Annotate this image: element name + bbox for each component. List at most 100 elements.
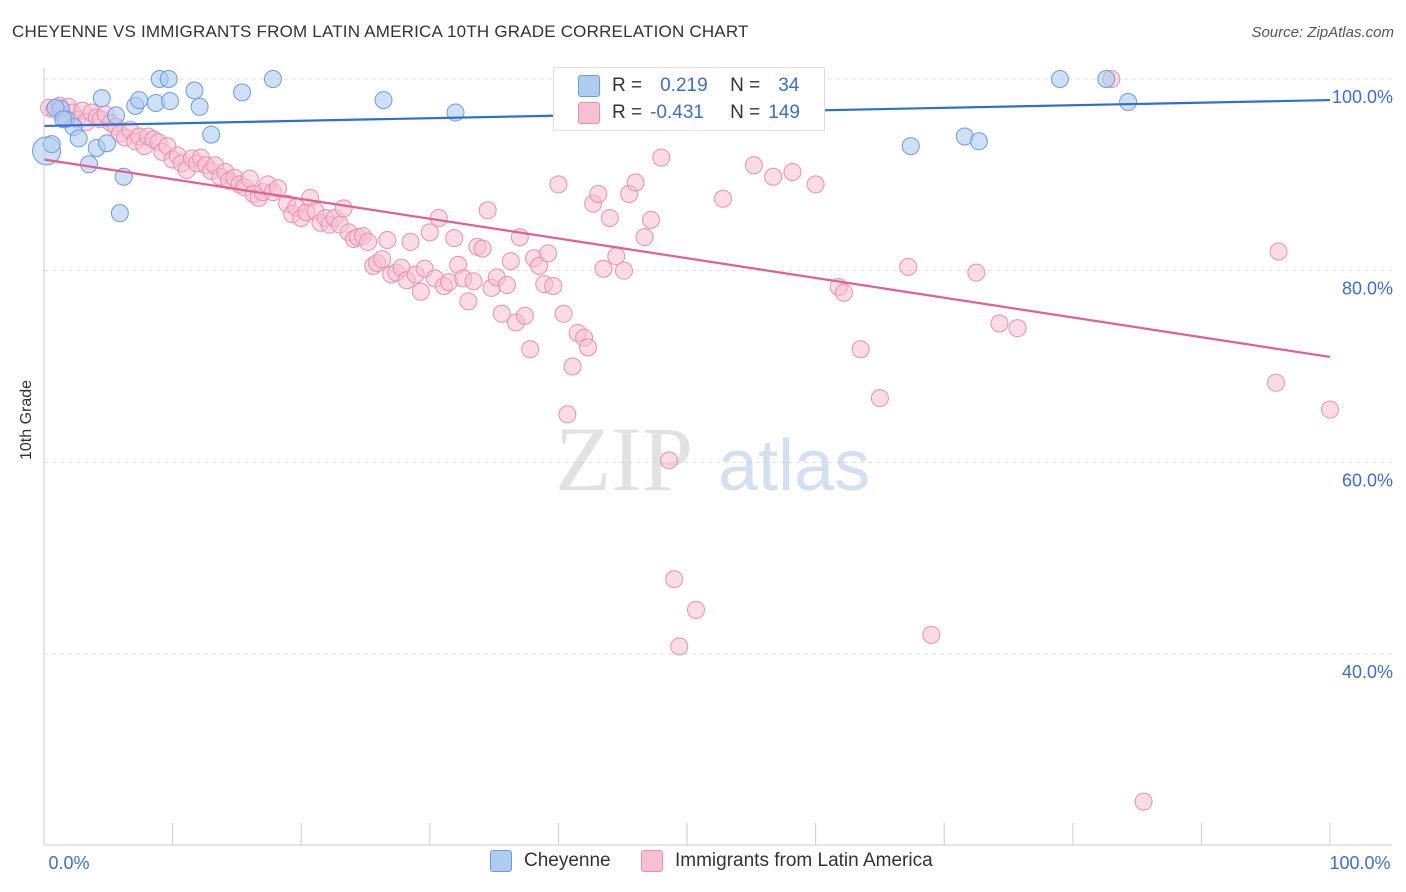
data-point-immigrants: [269, 179, 288, 198]
data-point-cheyenne: [969, 132, 988, 151]
cheyenne-legend-label: Cheyenne: [524, 850, 611, 871]
data-point-cheyenne: [190, 97, 209, 116]
data-point-cheyenne: [374, 91, 393, 110]
data-point-cheyenne: [80, 155, 99, 174]
data-point-immigrants: [744, 156, 763, 175]
data-point-immigrants: [764, 167, 783, 186]
data-point-immigrants: [521, 340, 540, 359]
data-point-immigrants: [851, 340, 870, 359]
data-point-immigrants: [600, 208, 619, 227]
blue-points: [32, 70, 1138, 223]
immigrants-legend-swatch: [641, 850, 663, 872]
data-point-cheyenne: [42, 135, 61, 154]
legend-n-value: 34: [778, 75, 800, 96]
y-axis-label: 10th Grade: [18, 379, 35, 460]
data-point-immigrants: [459, 292, 478, 311]
data-point-cheyenne: [202, 125, 221, 144]
bottom-legend-immigrants: Immigrants from Latin America: [641, 850, 933, 872]
y-tick-label: 60.0%: [1342, 470, 1393, 490]
correlation-legend: R = 0.219 N = 34 R = -0.431 N = 149: [553, 67, 825, 131]
data-point-immigrants: [334, 199, 353, 218]
data-point-immigrants: [665, 570, 684, 589]
legend-r-value: -0.431: [650, 102, 704, 123]
data-point-immigrants: [554, 304, 573, 323]
data-point-immigrants: [626, 173, 645, 192]
data-point-immigrants: [614, 261, 633, 280]
data-point-cheyenne: [98, 134, 117, 153]
data-point-immigrants: [515, 306, 534, 325]
data-point-immigrants: [687, 600, 706, 619]
data-point-immigrants: [1134, 792, 1153, 811]
data-point-immigrants: [401, 232, 420, 251]
data-point-immigrants: [834, 283, 853, 302]
data-point-immigrants: [899, 257, 918, 276]
data-point-immigrants: [990, 314, 1009, 333]
chart-title: CHEYENNE VS IMMIGRANTS FROM LATIN AMERIC…: [12, 22, 749, 41]
data-point-cheyenne: [1097, 70, 1116, 88]
pink-points: [40, 70, 1339, 811]
immigrants-swatch: [578, 102, 600, 124]
data-point-immigrants: [922, 625, 941, 644]
gridlines: [44, 78, 1392, 655]
trendline-immigrants: [43, 158, 1331, 359]
data-point-immigrants: [549, 175, 568, 194]
data-point-immigrants: [967, 263, 986, 282]
legend-r-value: 0.219: [660, 75, 708, 96]
x-tick-label: 100.0%: [1329, 853, 1390, 873]
data-point-immigrants: [478, 201, 497, 220]
legend-n-value: 149: [768, 102, 800, 123]
legend-row-immigrants: R = -0.431 N = 149: [578, 100, 800, 126]
data-point-immigrants: [659, 451, 678, 470]
data-point-immigrants: [411, 282, 430, 301]
data-point-immigrants: [497, 276, 516, 295]
y-tick-label: 80.0%: [1342, 279, 1393, 299]
data-point-cheyenne: [901, 137, 920, 156]
data-point-immigrants: [635, 228, 654, 247]
data-point-immigrants: [1321, 400, 1339, 419]
cheyenne-swatch: [578, 75, 600, 97]
data-point-cheyenne: [233, 83, 252, 102]
watermark: ZIP atlas: [555, 408, 870, 510]
legend-row-cheyenne: R = 0.219 N = 34: [578, 73, 799, 99]
data-point-immigrants: [670, 637, 689, 656]
data-point-cheyenne: [185, 81, 204, 100]
legend-r-label: R =: [612, 102, 643, 123]
data-point-cheyenne: [69, 129, 88, 148]
data-point-immigrants: [539, 244, 558, 263]
y-tick-label: 40.0%: [1342, 662, 1393, 682]
data-point-immigrants: [870, 389, 889, 408]
bottom-legend-cheyenne: Cheyenne: [490, 850, 611, 872]
data-point-immigrants: [578, 338, 597, 357]
data-point-immigrants: [652, 148, 671, 167]
data-point-immigrants: [530, 256, 549, 275]
data-point-immigrants: [445, 229, 464, 248]
data-point-immigrants: [359, 232, 378, 251]
trendlines: [43, 98, 1331, 359]
data-point-immigrants: [563, 357, 582, 376]
data-point-immigrants: [473, 239, 492, 258]
data-point-immigrants: [240, 169, 259, 188]
data-point-immigrants: [429, 208, 448, 227]
cheyenne-legend-swatch: [490, 850, 512, 872]
axes: [43, 68, 1392, 846]
data-point-immigrants: [641, 210, 660, 229]
data-point-cheyenne: [130, 91, 149, 110]
data-point-immigrants: [1269, 242, 1288, 261]
data-point-cheyenne: [54, 110, 73, 129]
data-point-cheyenne: [263, 70, 282, 88]
data-point-cheyenne: [1119, 93, 1138, 111]
data-point-immigrants: [806, 175, 825, 194]
data-point-immigrants: [594, 259, 613, 278]
data-point-cheyenne: [110, 204, 129, 223]
data-point-immigrants: [492, 304, 511, 323]
x-tick-label: 0.0%: [48, 853, 89, 873]
data-point-immigrants: [378, 231, 397, 249]
data-point-cheyenne: [161, 92, 180, 111]
legend-r-label: R =: [612, 75, 643, 96]
data-point-immigrants: [783, 162, 802, 181]
data-point-immigrants: [589, 185, 608, 203]
data-point-immigrants: [714, 189, 733, 208]
data-point-immigrants: [544, 277, 563, 295]
data-point-cheyenne: [92, 89, 111, 108]
